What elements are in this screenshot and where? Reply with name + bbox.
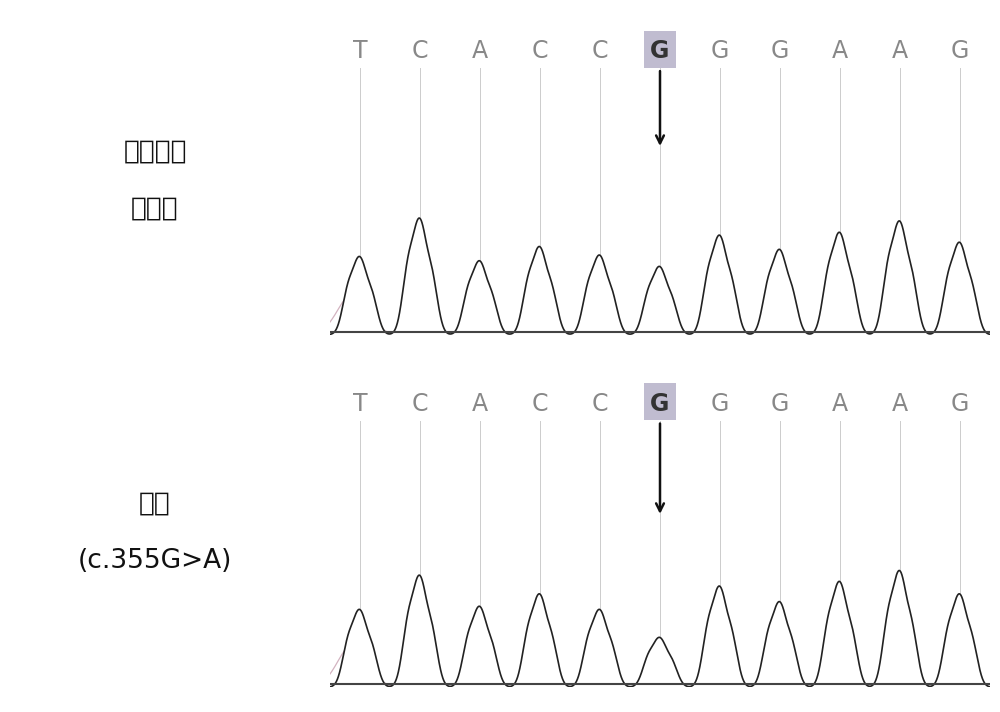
Text: C: C: [412, 39, 428, 63]
Text: A: A: [892, 39, 908, 63]
Text: G: G: [711, 39, 729, 63]
Text: A: A: [892, 392, 908, 416]
Text: C: C: [592, 39, 608, 63]
Text: G: G: [771, 39, 789, 63]
Text: 正常人: 正常人: [131, 195, 179, 221]
Text: G: G: [711, 392, 729, 416]
Bar: [644, 31, 676, 68]
Text: (c.355G>A): (c.355G>A): [78, 548, 232, 574]
Text: G: G: [951, 39, 969, 63]
Text: T: T: [353, 39, 367, 63]
Text: G: G: [951, 392, 969, 416]
Text: T: T: [353, 392, 367, 416]
Text: A: A: [832, 392, 848, 416]
Text: A: A: [472, 39, 488, 63]
Text: G: G: [771, 392, 789, 416]
Text: G: G: [650, 392, 670, 416]
Text: 患者: 患者: [139, 491, 171, 517]
Bar: [644, 383, 676, 420]
Text: C: C: [532, 392, 548, 416]
Text: C: C: [592, 392, 608, 416]
Text: 患者父亲: 患者父亲: [123, 138, 187, 164]
Text: A: A: [472, 392, 488, 416]
Text: C: C: [412, 392, 428, 416]
Text: A: A: [832, 39, 848, 63]
Text: G: G: [650, 39, 670, 63]
Text: C: C: [532, 39, 548, 63]
